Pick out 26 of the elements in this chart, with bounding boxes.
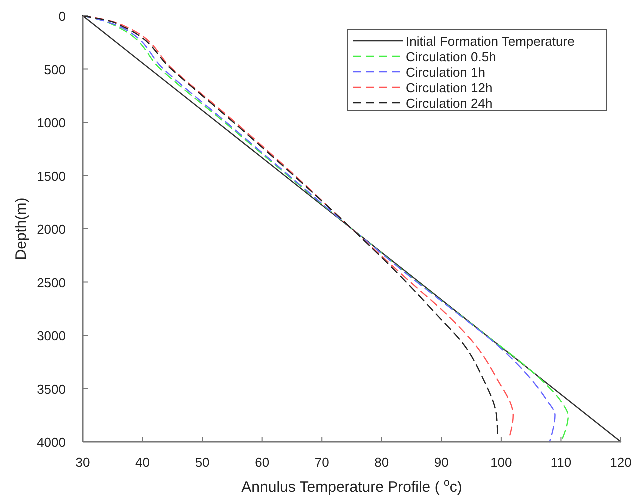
y-tick-label: 2500 (37, 275, 66, 290)
y-tick-label: 2000 (37, 222, 66, 237)
legend-label: Circulation 12h (406, 80, 493, 96)
x-tick-label: 110 (550, 455, 572, 470)
x-tick-label: 40 (136, 455, 150, 470)
y-axis-title: Depth(m) (13, 198, 30, 260)
x-tick-label: 90 (434, 455, 449, 470)
legend-label: Circulation 0.5h (406, 50, 496, 64)
y-tick-label: 1500 (37, 168, 66, 184)
legend-label: Circulation 24h (406, 96, 493, 111)
y-tick-label: 0 (58, 9, 66, 24)
legend-label: Circulation 1h (406, 65, 486, 80)
y-tick-label: 4000 (37, 435, 66, 450)
x-axis-title: Annulus Temperature Profile ( $^{o}$c) (242, 477, 462, 496)
x-tick-label: 100 (490, 455, 512, 470)
x-tick-label: 70 (314, 455, 330, 470)
y-tick-label: 3500 (37, 382, 66, 397)
x-tick-label: 60 (255, 455, 270, 470)
y-tick-label: 3000 (37, 328, 66, 344)
x-tick-label: 120 (610, 455, 632, 470)
y-tick-label: 1000 (37, 116, 66, 130)
x-tick-label: 50 (195, 455, 210, 470)
x-tick-label: 30 (76, 455, 90, 470)
legend-label: Initial Formation Temperature (406, 34, 575, 49)
x-tick-label: 80 (374, 455, 390, 470)
y-tick-label: 500 (44, 62, 66, 78)
